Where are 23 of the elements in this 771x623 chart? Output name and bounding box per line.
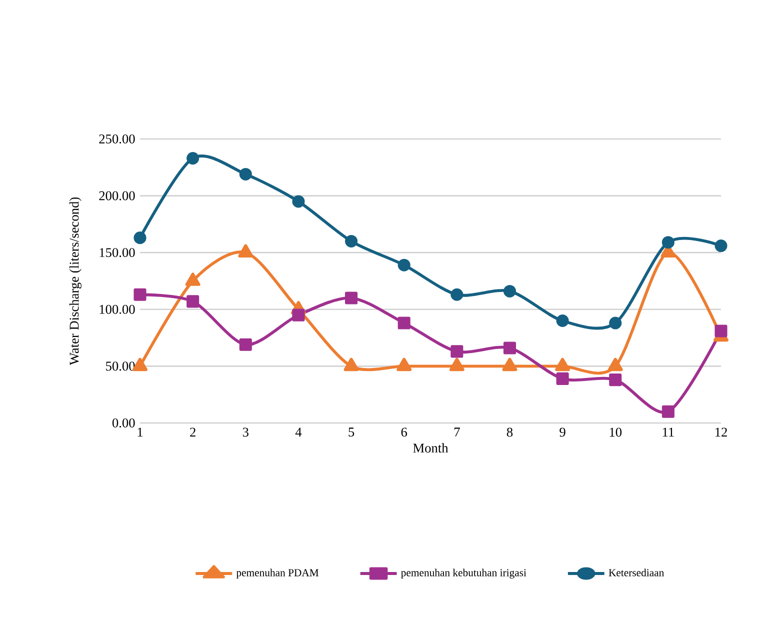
y-tick-label: 150.00 <box>100 248 135 258</box>
x-tick-label: 10 <box>610 428 622 437</box>
x-tick-label: 6 <box>401 428 408 437</box>
x-tick-label: 12 <box>716 428 727 437</box>
legend-label: Ketersediaan <box>608 568 664 576</box>
x-tick-label: 1 <box>138 428 143 436</box>
x-tick-label: 3 <box>242 428 248 437</box>
x-tick-label: 7 <box>454 428 460 436</box>
y-tick-label: 200.00 <box>99 191 135 200</box>
y-tick-label: 250.00 <box>99 134 135 144</box>
x-tick-label: 8 <box>506 428 513 437</box>
y-tick-label: 100.00 <box>100 304 135 314</box>
legend-label: pemenuhan kebutuhan irigasi <box>401 568 526 579</box>
x-tick-label: 5 <box>348 428 354 437</box>
y-axis-title: Water Discharge (liters/second) <box>69 197 82 366</box>
y-tick-label: 0.00 <box>112 418 135 428</box>
x-tick-label: 11 <box>662 428 674 436</box>
y-tick-label: 50.00 <box>106 362 135 371</box>
x-tick-label: 4 <box>295 428 302 436</box>
legend-label: pemenuhan PDAM <box>236 568 319 578</box>
x-axis-title: Month <box>413 443 448 453</box>
x-tick-label: 9 <box>560 428 566 437</box>
x-tick-label: 2 <box>190 428 196 437</box>
